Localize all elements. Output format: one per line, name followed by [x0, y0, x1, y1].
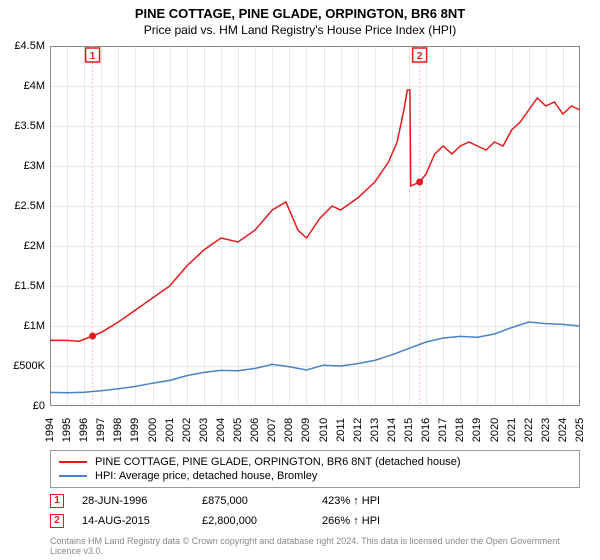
legend: PINE COTTAGE, PINE GLADE, ORPINGTON, BR6… [50, 450, 580, 488]
xtick-label: 1994 [44, 418, 56, 442]
xtick-label: 2021 [506, 418, 518, 442]
xtick-label: 2017 [437, 418, 449, 442]
ytick-label: £0 [5, 400, 45, 412]
annotation-row: 2 14-AUG-2015 £2,800,000 266% ↑ HPI [50, 514, 580, 528]
xtick-label: 2007 [266, 418, 278, 442]
xtick-label: 2022 [523, 418, 535, 442]
xtick-label: 2015 [403, 418, 415, 442]
xtick-label: 2023 [540, 418, 552, 442]
plot-svg: 12 [50, 46, 580, 406]
xtick-label: 2020 [489, 418, 501, 442]
ytick-label: £2.5M [5, 200, 45, 212]
annotation-date: 28-JUN-1996 [82, 495, 202, 507]
legend-swatch [59, 461, 87, 463]
xtick-label: 2006 [249, 418, 261, 442]
ytick-label: £1.5M [5, 280, 45, 292]
chart-title: PINE COTTAGE, PINE GLADE, ORPINGTON, BR6… [0, 0, 600, 21]
xtick-label: 2002 [181, 418, 193, 442]
annotation-date: 14-AUG-2015 [82, 515, 202, 527]
ytick-label: £3.5M [5, 120, 45, 132]
xtick-label: 1997 [95, 418, 107, 442]
series-line [50, 90, 580, 341]
xtick-label: 2013 [369, 418, 381, 442]
marker-badge: 2 [50, 514, 64, 528]
xtick-label: 2011 [335, 418, 347, 442]
xtick-label: 2010 [318, 418, 330, 442]
xtick-label: 2016 [420, 418, 432, 442]
xtick-label: 2019 [471, 418, 483, 442]
svg-text:2: 2 [417, 51, 423, 62]
marker-badge: 1 [50, 494, 64, 508]
ytick-label: £1M [5, 320, 45, 332]
legend-swatch [59, 475, 87, 477]
ytick-label: £4M [5, 80, 45, 92]
xtick-label: 2024 [557, 418, 569, 442]
annotation-row: 1 28-JUN-1996 £875,000 423% ↑ HPI [50, 494, 580, 508]
annotation-price: £2,800,000 [202, 515, 322, 527]
xtick-label: 2012 [352, 418, 364, 442]
ytick-label: £500K [5, 360, 45, 372]
footer-text: Contains HM Land Registry data © Crown c… [50, 536, 580, 557]
xtick-label: 2000 [147, 418, 159, 442]
annotation-hpi: 423% ↑ HPI [322, 495, 442, 507]
xtick-label: 1995 [61, 418, 73, 442]
xtick-label: 1999 [129, 418, 141, 442]
legend-label: PINE COTTAGE, PINE GLADE, ORPINGTON, BR6… [95, 456, 461, 468]
xtick-label: 2014 [386, 418, 398, 442]
xtick-label: 2008 [283, 418, 295, 442]
xtick-label: 2005 [232, 418, 244, 442]
xtick-label: 1998 [112, 418, 124, 442]
chart-subtitle: Price paid vs. HM Land Registry's House … [0, 21, 600, 41]
xtick-label: 2025 [574, 418, 586, 442]
annotation-hpi: 266% ↑ HPI [322, 515, 442, 527]
svg-text:1: 1 [90, 51, 96, 62]
xtick-label: 1996 [78, 418, 90, 442]
xtick-label: 2009 [300, 418, 312, 442]
xtick-label: 2003 [198, 418, 210, 442]
ytick-label: £4.5M [5, 40, 45, 52]
xtick-label: 2018 [454, 418, 466, 442]
ytick-label: £2M [5, 240, 45, 252]
chart-container: PINE COTTAGE, PINE GLADE, ORPINGTON, BR6… [0, 0, 600, 560]
legend-item: PINE COTTAGE, PINE GLADE, ORPINGTON, BR6… [59, 455, 571, 469]
xtick-label: 2001 [164, 418, 176, 442]
ytick-label: £3M [5, 160, 45, 172]
series-line [50, 322, 580, 393]
legend-item: HPI: Average price, detached house, Brom… [59, 469, 571, 483]
legend-label: HPI: Average price, detached house, Brom… [95, 470, 317, 482]
xtick-label: 2004 [215, 418, 227, 442]
annotation-price: £875,000 [202, 495, 322, 507]
